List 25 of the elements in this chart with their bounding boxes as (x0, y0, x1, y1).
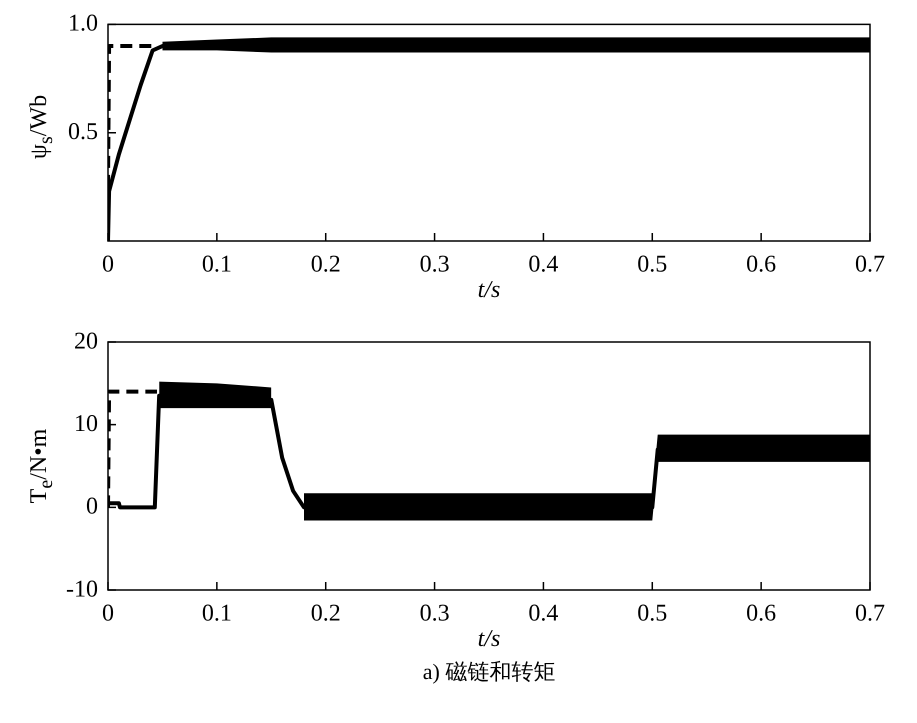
x-tick-label: 0.4 (528, 252, 558, 278)
x-axis-title: t/s (476, 276, 502, 304)
y-tick-label: -10 (66, 576, 98, 602)
x-axis-title: t/s (476, 625, 502, 653)
x-tick-label: 0.7 (855, 252, 885, 278)
text: a) 磁链和转矩 (422, 658, 556, 686)
y-tick-label: 20 (74, 328, 98, 354)
x-tick-label: 0.3 (420, 600, 450, 627)
x-tick-label: 0.6 (746, 252, 776, 278)
x-tick-label: 0.6 (746, 600, 776, 627)
y-tick-label: 0 (86, 494, 98, 520)
x-tick-label: 0.7 (855, 600, 885, 627)
x-tick-label: 0.1 (202, 252, 232, 278)
x-tick-label: 0.2 (310, 600, 341, 627)
x-tick-label: 0.1 (202, 600, 232, 627)
y-tick-label: 10 (74, 410, 98, 437)
x-tick-label: 0 (102, 600, 114, 627)
y-tick-label: 0.5 (68, 118, 98, 145)
x-tick-label: 0.2 (310, 252, 341, 278)
x-tick-label: 0.5 (637, 600, 668, 627)
y-tick-label: 1.0 (68, 10, 98, 37)
x-tick-label: 0.4 (528, 600, 558, 627)
x-tick-label: 0.3 (420, 252, 450, 278)
x-tick-label: 0.5 (637, 252, 668, 278)
x-tick-label: 0 (102, 252, 114, 278)
